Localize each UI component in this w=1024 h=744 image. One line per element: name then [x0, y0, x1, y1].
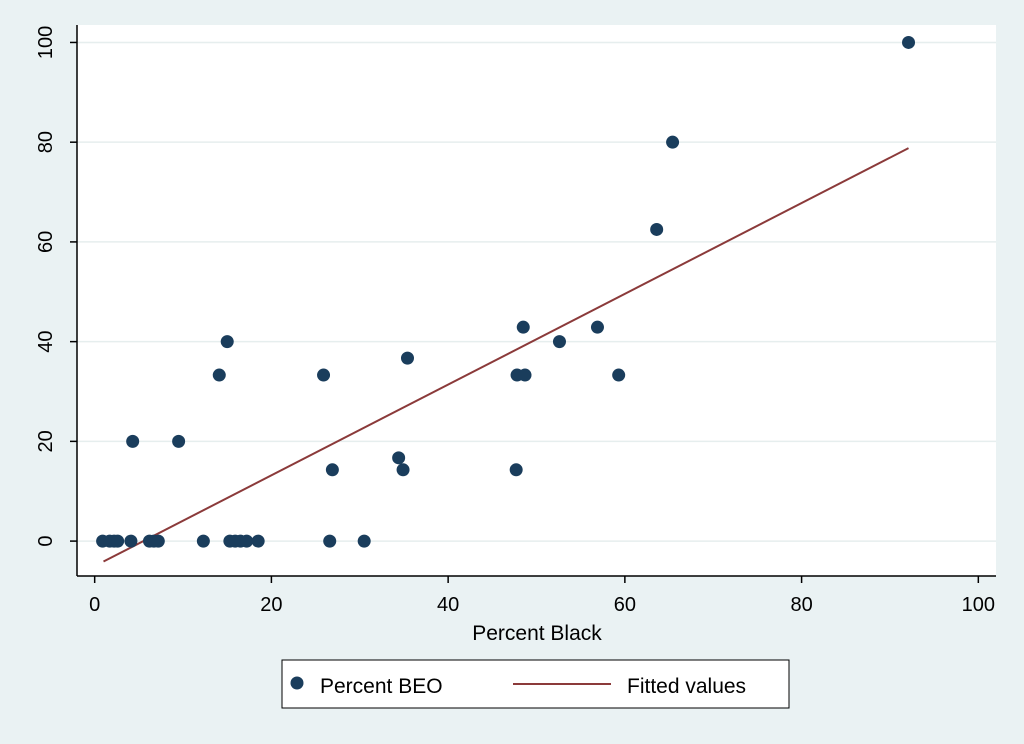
data-point-9	[172, 434, 186, 448]
x-tick-label-3: 60	[614, 594, 636, 616]
x-tick-label-2: 40	[437, 594, 459, 616]
legend-marker-percent-beo	[290, 676, 304, 690]
y-tick-label-5: 100	[35, 26, 57, 59]
x-tick-label-0: 0	[89, 594, 100, 616]
data-point-30	[590, 320, 604, 334]
data-point-27	[516, 320, 530, 334]
legend: Percent BEO Fitted values	[281, 659, 790, 709]
scatter-points	[96, 35, 916, 548]
x-tick-label-4: 80	[790, 594, 812, 616]
x-tick-label-1: 20	[260, 594, 282, 616]
legend-label-percent-beo: Percent BEO	[320, 675, 443, 698]
data-point-4	[124, 534, 138, 548]
data-point-22	[392, 451, 406, 465]
data-point-19	[323, 534, 337, 548]
data-point-33	[666, 135, 680, 149]
y-tick-label-2: 40	[35, 331, 57, 353]
data-point-21	[357, 534, 371, 548]
data-point-25	[509, 463, 523, 477]
y-tick-label-1: 20	[35, 430, 57, 452]
data-point-24	[400, 351, 414, 365]
x-tick-label-5: 100	[962, 594, 995, 616]
data-point-12	[220, 335, 234, 349]
y-tick-label-3: 60	[35, 231, 57, 253]
fitted-line-layer	[103, 147, 909, 563]
data-point-29	[552, 335, 566, 349]
data-point-34	[902, 35, 916, 49]
data-point-5	[126, 434, 140, 448]
fitted-line	[103, 147, 909, 563]
plot-area	[77, 25, 996, 576]
data-point-3	[111, 534, 125, 548]
data-point-17	[251, 534, 265, 548]
data-point-32	[650, 222, 664, 236]
data-point-8	[151, 534, 165, 548]
data-point-10	[196, 534, 210, 548]
data-point-23	[396, 463, 410, 477]
axes: 0 20 40 60 80 100 0 20 40 60 80 100	[35, 25, 996, 616]
y-tick-label-4: 80	[35, 131, 57, 153]
y-tick-label-0: 0	[35, 536, 57, 547]
data-point-31	[612, 368, 626, 382]
data-point-11	[212, 368, 226, 382]
data-point-18	[317, 368, 331, 382]
x-axis-title: Percent Black	[472, 622, 602, 645]
data-point-20	[325, 463, 339, 477]
data-point-16	[240, 534, 254, 548]
legend-label-fitted-values: Fitted values	[627, 675, 746, 698]
data-point-28	[518, 368, 532, 382]
